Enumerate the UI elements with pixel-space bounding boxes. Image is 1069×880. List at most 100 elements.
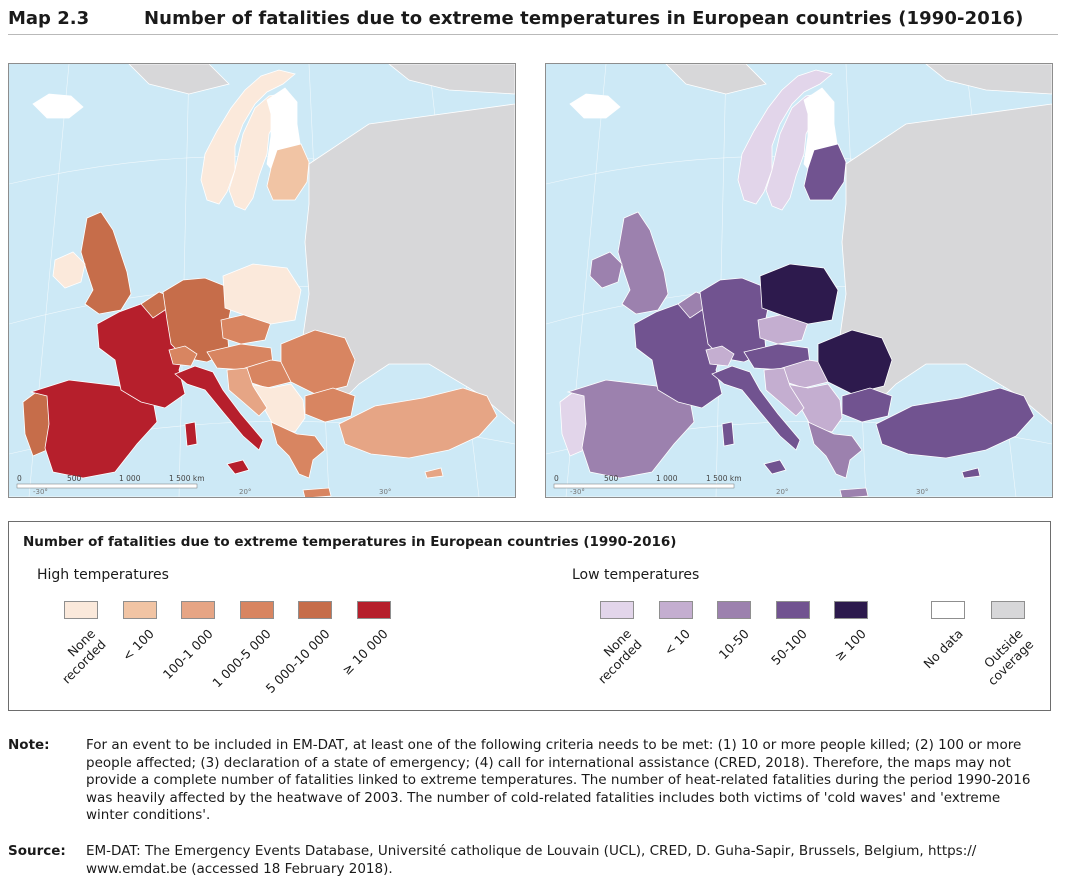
- legend-title: Number of fatalities due to extreme temp…: [23, 534, 677, 550]
- legend-swatch-low-4: [834, 601, 868, 619]
- graticule-label: -30°: [33, 488, 48, 496]
- scale-label: 1 500 km: [169, 474, 205, 483]
- country-cyprus: [424, 467, 444, 479]
- graticule-label: 20°: [776, 488, 788, 496]
- scale-label: 1 000: [119, 474, 141, 483]
- source-text: EM-DAT: The Emergency Events Database, U…: [86, 843, 977, 877]
- scale-label: 500: [604, 474, 619, 483]
- country-croatia: [763, 367, 805, 417]
- outside-coverage-land: [837, 103, 1052, 425]
- source-label: Source:: [8, 843, 66, 859]
- country-spain: [566, 379, 695, 479]
- legend-label-low-4: ≥ 100: [830, 626, 869, 664]
- legend-swatch-other-1: [991, 601, 1025, 619]
- scale-bar: 0 500 1 000 1 500 km: [16, 474, 205, 489]
- map-title: Number of fatalities due to extreme temp…: [144, 8, 1024, 29]
- scale-label: 1 500 km: [706, 474, 742, 483]
- scale-label: 1 000: [656, 474, 678, 483]
- low-map-svg: 0 500 1 000 1 500 km -30° 20° 30°: [546, 64, 1052, 497]
- country-iceland: [569, 93, 621, 119]
- legend-label-high-3: 1 000-5 000: [209, 626, 275, 691]
- graticule-label: 30°: [916, 488, 928, 496]
- map-header: Map 2.3 Number of fatalities due to extr…: [8, 4, 1058, 35]
- note-text: For an event to be included in EM-DAT, a…: [86, 737, 1031, 823]
- country-bulgaria: [841, 387, 893, 423]
- legend-label-low-0: None recorded: [595, 626, 646, 687]
- legend-label-high-5: ≥ 10 000: [339, 626, 392, 678]
- map-high-temperatures: 0 500 1 000 1 500 km -30° 20° 30°: [8, 63, 516, 498]
- country-sardinia: [184, 421, 198, 447]
- country-italy: [174, 365, 264, 451]
- note-label: Note:: [8, 737, 50, 753]
- graticule-label: 30°: [379, 488, 391, 496]
- outside-coverage-land: [128, 64, 230, 95]
- legend-label-high-2: 100-1 000: [159, 626, 216, 682]
- legend-label-high-0: None recorded: [59, 626, 110, 687]
- legend-swatch-high-4: [298, 601, 332, 619]
- country-greece: [270, 421, 326, 479]
- outside-coverage-land: [300, 103, 515, 425]
- country-uk: [80, 211, 132, 315]
- country-crete: [302, 487, 332, 497]
- country-ireland: [589, 251, 623, 289]
- country-croatia: [226, 367, 268, 417]
- country-cyprus: [961, 467, 981, 479]
- country-uk: [617, 211, 669, 315]
- country-turkey: [875, 387, 1035, 459]
- country-turkey: [338, 387, 498, 459]
- legend-swatch-low-0: [600, 601, 634, 619]
- legend-swatch-other-0: [931, 601, 965, 619]
- scale-bar-rect: [16, 483, 198, 489]
- scale-label: 0: [17, 474, 22, 483]
- outside-coverage-land: [925, 64, 1052, 95]
- scale-bar: 0 500 1 000 1 500 km: [553, 474, 742, 489]
- legend-high-label: High temperatures: [37, 567, 169, 583]
- country-italy: [711, 365, 801, 451]
- legend-label-other-1: Outside coverage: [980, 626, 1037, 689]
- legend-swatch-high-5: [356, 601, 391, 619]
- graticule-label: 20°: [239, 488, 251, 496]
- graticule-label: -30°: [570, 488, 585, 496]
- high-map-svg: 0 500 1 000 1 500 km -30° 20° 30°: [9, 64, 515, 497]
- country-crete: [839, 487, 869, 497]
- country-norway: [737, 69, 833, 205]
- country-bulgaria: [304, 387, 356, 423]
- country-spain: [29, 379, 158, 479]
- scale-label: 500: [67, 474, 82, 483]
- legend-label-low-1: < 10: [661, 626, 694, 659]
- country-sweden: [765, 93, 819, 211]
- scale-bar-rect: [553, 483, 735, 489]
- country-baltics: [266, 143, 310, 201]
- country-poland: [222, 263, 302, 325]
- country-ireland: [52, 251, 86, 289]
- legend-swatch-high-2: [181, 601, 215, 619]
- country-romania: [817, 329, 893, 395]
- legend-label-other-0: No data: [920, 626, 966, 672]
- country-sardinia: [721, 421, 735, 447]
- legend: Number of fatalities due to extreme temp…: [8, 521, 1051, 711]
- map-number: Map 2.3: [8, 8, 90, 29]
- legend-low-label: Low temperatures: [572, 567, 700, 583]
- legend-label-low-2: 10-50: [715, 626, 752, 663]
- country-baltics: [803, 143, 847, 201]
- legend-swatch-high-0: [64, 601, 98, 619]
- country-sweden: [228, 93, 282, 211]
- legend-swatch-low-3: [775, 601, 810, 619]
- country-norway: [200, 69, 296, 205]
- legend-swatch-low-2: [717, 601, 751, 619]
- outside-coverage-land: [665, 64, 767, 95]
- map-low-temperatures: 0 500 1 000 1 500 km -30° 20° 30°: [545, 63, 1053, 498]
- legend-label-low-3: 50-100: [768, 626, 811, 668]
- country-switzerland: [168, 345, 198, 367]
- country-greece: [807, 421, 863, 479]
- legend-swatch-high-1: [122, 601, 157, 619]
- outside-coverage-land: [388, 64, 515, 95]
- country-romania: [280, 329, 356, 395]
- country-switzerland: [705, 345, 735, 367]
- country-iceland: [32, 93, 84, 119]
- legend-label-high-1: < 100: [119, 626, 158, 664]
- country-sicily: [763, 459, 787, 475]
- legend-swatch-high-3: [239, 601, 274, 619]
- legend-swatch-low-1: [658, 601, 693, 619]
- country-poland: [759, 263, 839, 325]
